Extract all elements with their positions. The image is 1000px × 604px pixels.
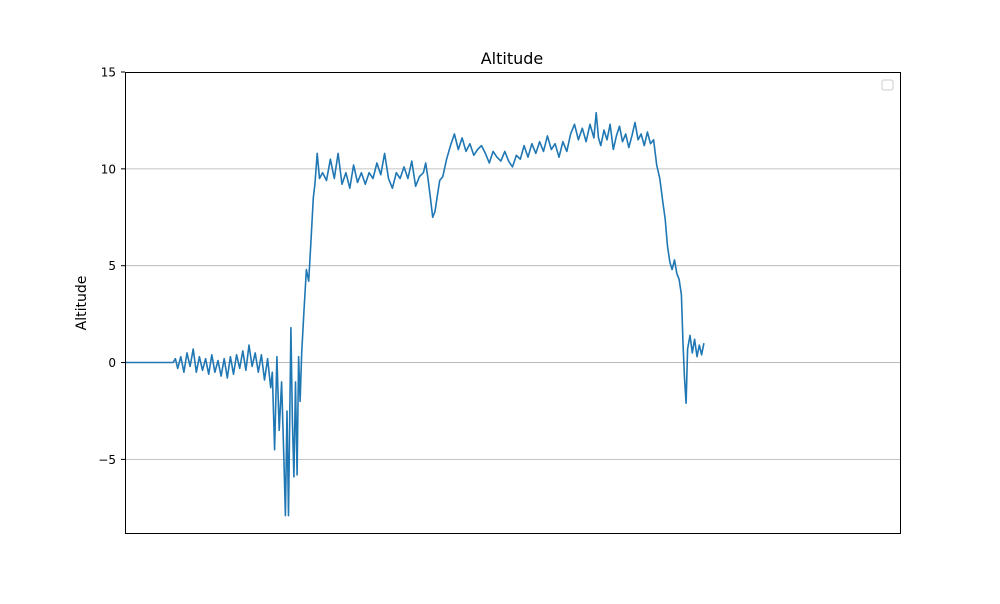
legend-box (881, 79, 894, 91)
y-tick-label: −5 (98, 453, 116, 467)
y-tick-label: 15 (101, 66, 116, 80)
chart-title: Altitude (481, 49, 544, 68)
y-axis-label: Altitude (74, 276, 90, 331)
y-tick-label: 10 (101, 162, 116, 176)
plot-area (125, 111, 705, 517)
series-line-0 (125, 111, 705, 517)
axes-frame (125, 72, 901, 534)
y-axis-ticks: 15 10 5 0 −5 (98, 66, 125, 467)
gridlines (125, 168, 900, 460)
y-tick-label: 0 (108, 356, 116, 370)
y-tick-label: 5 (108, 259, 116, 273)
